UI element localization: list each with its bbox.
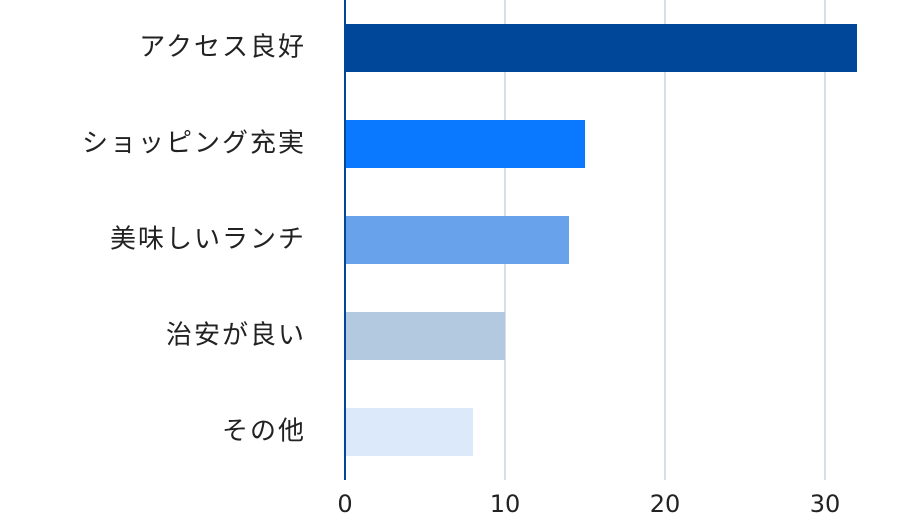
bar — [345, 216, 569, 264]
y-tick-label: アクセス良好 — [139, 33, 306, 63]
y-tick-label: ショッピング充実 — [82, 129, 306, 159]
bar — [345, 24, 857, 72]
bar — [345, 120, 585, 168]
y-tick-label: 治安が良い — [166, 321, 306, 351]
y-tick-label: 美味しいランチ — [110, 225, 306, 255]
bar — [345, 408, 473, 456]
x-tick-label: 20 — [650, 490, 681, 518]
x-tick-label: 10 — [490, 490, 521, 518]
y-tick-label: その他 — [222, 417, 306, 447]
bar — [345, 312, 505, 360]
x-tick-label: 0 — [337, 490, 352, 518]
x-tick-label: 30 — [810, 490, 841, 518]
